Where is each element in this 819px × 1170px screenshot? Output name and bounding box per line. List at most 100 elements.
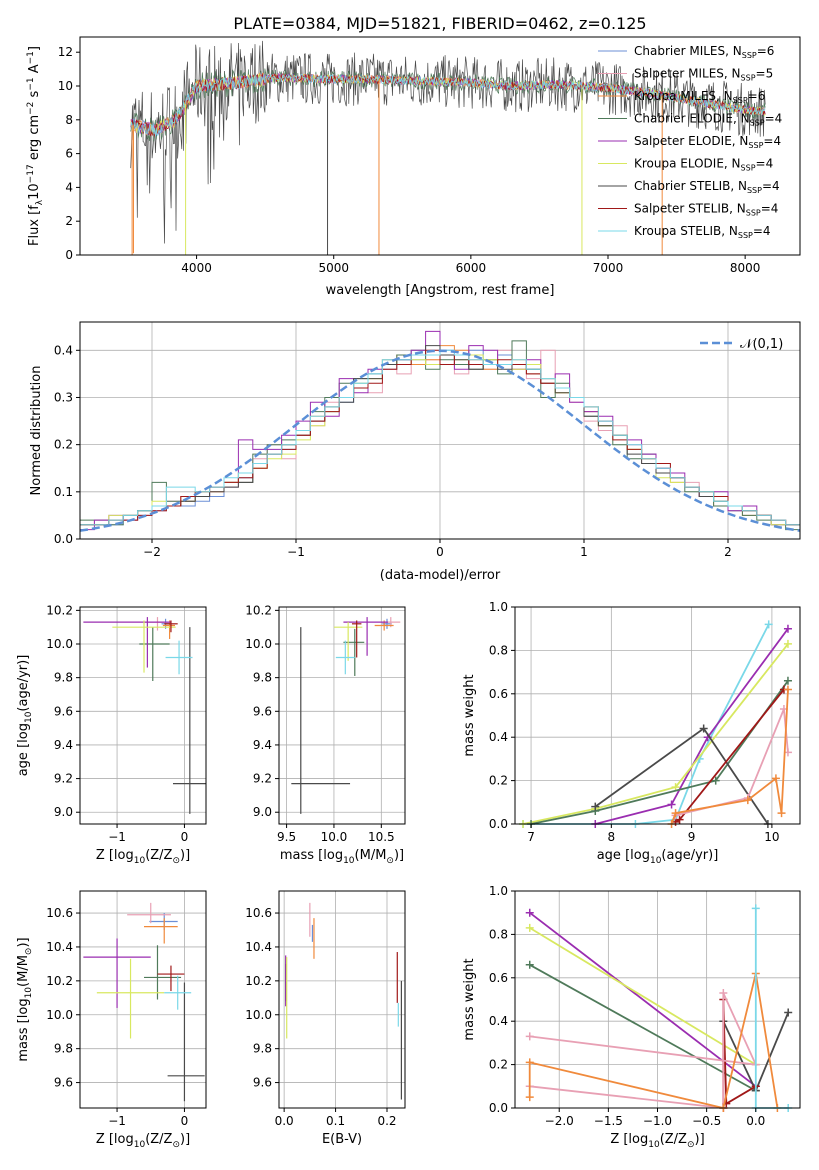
- errorbar-point-6: [291, 627, 351, 814]
- y-tick-label: 0.6: [489, 687, 508, 701]
- weight-marker: [675, 815, 684, 824]
- errorbar-point-8: [165, 640, 193, 675]
- y-tick-label: 0: [65, 248, 73, 262]
- weight-marker: [525, 1093, 534, 1102]
- y-axis-label: Flux [fλ10−17 erg cm−2 s−1 A−1]: [26, 46, 45, 246]
- x-tick-label: 9.5: [277, 830, 296, 844]
- panel-mass-vs-Z: −1 0 9.6 9.8 10.0 10.2 10.4 10.6 Z [log10(Z/Z⊙)]…: [16, 890, 207, 1150]
- weight-marker: [591, 802, 600, 811]
- y-tick-label: 10.4: [245, 940, 272, 954]
- errorbar-point-1: [127, 902, 171, 924]
- normal-curve: [80, 349, 800, 532]
- y-tick-label: 10.4: [46, 940, 73, 954]
- x-tick-label: 0.1: [326, 1114, 345, 1128]
- axes-frame: [278, 606, 406, 825]
- y-tick-label: 9.8: [54, 671, 73, 685]
- y-tick-label: 10.6: [245, 906, 272, 920]
- weight-marker: [525, 960, 534, 969]
- y-tick-label: 9.0: [253, 805, 272, 819]
- weight-series-7: [751, 904, 793, 1112]
- x-axis-label: (data-model)/error: [380, 568, 501, 583]
- x-tick-label: 9: [688, 830, 696, 844]
- legend-entry: Kroupa STELIB, NSSP=4: [634, 224, 771, 240]
- histogram-series-8: [80, 349, 800, 539]
- errorbar-point-8: [164, 975, 192, 1010]
- weight-marker: [784, 1008, 793, 1017]
- weight-marker: [783, 676, 792, 685]
- y-tick-label: 0.0: [54, 532, 73, 546]
- y-tick-label: 4: [65, 180, 73, 194]
- y-tick-label: 10.2: [46, 603, 73, 617]
- y-tick-label: 0.1: [54, 485, 73, 499]
- x-tick-label: −1.0: [643, 1114, 672, 1128]
- y-tick-label: 12: [58, 45, 73, 59]
- y-tick-label: 0.8: [489, 643, 508, 657]
- y-tick-label: 9.2: [54, 772, 73, 786]
- legend-entry: Kroupa MILES, NSSP=6: [634, 89, 765, 105]
- y-axis-label: age [log10(age/yr)]: [16, 655, 34, 777]
- weight-line: [595, 628, 789, 825]
- x-axis-label: Z [log10(Z/Z⊙)]: [96, 848, 190, 866]
- x-tick-label: 0.0: [275, 1114, 294, 1128]
- y-tick-label: 0.3: [54, 390, 73, 404]
- x-tick-label: 7: [527, 830, 535, 844]
- weight-marker: [525, 908, 534, 917]
- spectrum-line-8: [130, 73, 766, 137]
- weight-lines: [519, 620, 792, 828]
- y-tick-label: 0.4: [54, 343, 73, 357]
- x-tick-label: 6000: [456, 261, 487, 275]
- gridlines: [279, 891, 405, 1108]
- page-title: PLATE=0384, MJD=51821, FIBERID=0462, z=0…: [233, 14, 646, 33]
- x-axis-label: Z [log10(Z/Z⊙)]: [610, 1132, 704, 1150]
- weight-marker: [699, 724, 708, 733]
- y-tick-label: 10.0: [46, 637, 73, 651]
- weight-lines: [525, 904, 793, 1112]
- y-axis-label: mass [log10(M/M⊙)]: [16, 937, 34, 1061]
- weight-line: [529, 964, 757, 1092]
- panel-mass-vs-ebv: 0.0 0.1 0.2 9.6 9.8 10.0 10.2 10.4 10.6 E(B-V): [245, 890, 406, 1147]
- errorbar-point-6: [167, 982, 205, 1102]
- weight-series-7: [667, 685, 792, 828]
- y-tick-label: 10.0: [46, 1008, 73, 1022]
- y-tick-label: 0.8: [489, 927, 508, 941]
- y-axis-label: mass weight: [462, 958, 477, 1040]
- weight-line: [522, 643, 789, 825]
- panel-weight-vs-Z: −2.0 −1.5 −1.0 −0.5 0.0 0.0 0.2 0.4 0.6 0.8 1.0 Z […: [462, 884, 801, 1150]
- y-tick-label: 10.2: [46, 974, 73, 988]
- y-tick-label: 2: [65, 214, 73, 228]
- x-tick-label: −0.5: [692, 1114, 721, 1128]
- y-tick-label: 9.4: [54, 738, 73, 752]
- errorbar-point-4: [343, 617, 388, 656]
- weight-marker: [743, 796, 752, 805]
- weight-marker: [751, 904, 760, 913]
- errorbar-point-7: [164, 620, 178, 633]
- y-tick-label: 9.8: [253, 1042, 272, 1056]
- weight-marker: [711, 776, 720, 785]
- weight-marker: [771, 774, 780, 783]
- x-tick-label: −1.5: [594, 1114, 623, 1128]
- weight-line: [529, 992, 758, 1110]
- weight-marker: [671, 809, 680, 818]
- errorbars: [83, 902, 205, 1102]
- y-tick-label: 10.0: [245, 1008, 272, 1022]
- weight-marker: [525, 1032, 534, 1041]
- weight-marker: [783, 639, 792, 648]
- x-tick-label: 0.2: [377, 1114, 396, 1128]
- weight-line: [529, 927, 757, 1066]
- y-tick-label: 10: [58, 79, 73, 93]
- x-tick-label: 0: [436, 545, 444, 559]
- weight-marker: [667, 800, 676, 809]
- x-tick-label: 0: [181, 1114, 189, 1128]
- x-axis-label: age [log10(age/yr)]: [597, 848, 719, 866]
- weight-marker: [525, 923, 534, 932]
- y-tick-label: 0.2: [489, 774, 508, 788]
- y-tick-label: 9.0: [54, 805, 73, 819]
- spectrum-line-6: [130, 40, 766, 244]
- y-tick-label: 9.6: [54, 704, 73, 718]
- x-tick-label: 0: [181, 830, 189, 844]
- y-tick-label: 6: [65, 147, 73, 161]
- errorbars: [83, 617, 206, 814]
- x-tick-label: 5000: [318, 261, 349, 275]
- y-tick-label: 8: [65, 113, 73, 127]
